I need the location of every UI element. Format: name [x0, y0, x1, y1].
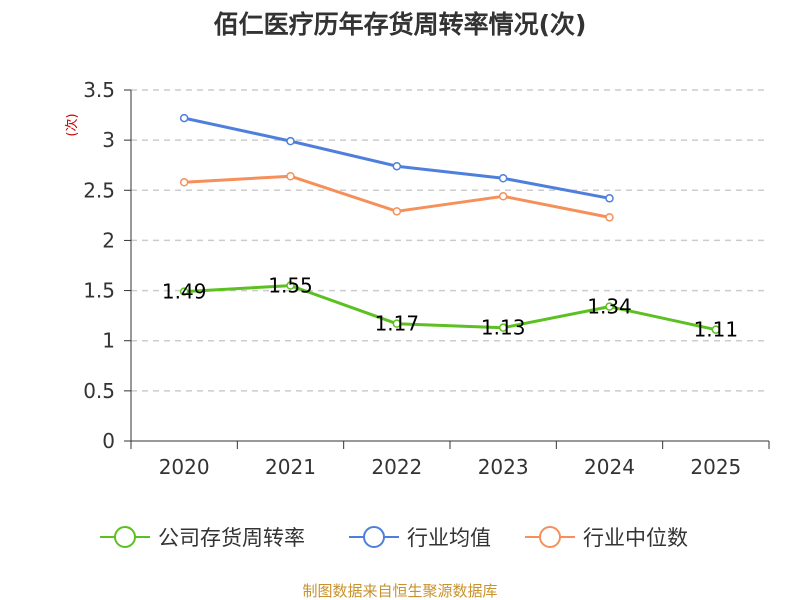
- x-tick-label: 2023: [478, 455, 529, 479]
- legend-marker: [363, 526, 385, 548]
- data-point: [286, 136, 295, 146]
- data-point: [179, 113, 189, 123]
- grid: [131, 89, 769, 392]
- y-tick-label: 2: [102, 228, 115, 252]
- x-tick-label: 2024: [584, 455, 635, 479]
- data-point: [179, 178, 189, 187]
- legend-marker: [114, 526, 136, 548]
- data-point: [605, 194, 614, 203]
- legend-label: 行业均值: [407, 526, 491, 550]
- axes: [124, 89, 770, 449]
- data-point: [179, 287, 189, 296]
- chart-title: 佰仁医疗历年存货周转率情况(次): [214, 10, 587, 39]
- data-label: 1.11: [694, 318, 739, 342]
- data-point: [392, 161, 402, 171]
- x-tick-label: 2022: [371, 455, 422, 479]
- data-point: [605, 213, 614, 222]
- data-label: 1.34: [587, 295, 632, 319]
- legend-label: 行业中位数: [583, 526, 688, 550]
- y-tick-labels: 0 0.5 1 1.5 2 2.5 3 3.5: [83, 78, 115, 453]
- x-tick-label: 2021: [265, 455, 316, 479]
- y-tick-label: 1: [102, 329, 115, 353]
- y-tick-label: 2.5: [83, 178, 115, 202]
- series-group: [179, 113, 721, 334]
- source-note: 制图数据来自恒生聚源数据库: [302, 582, 497, 600]
- x-tick-label: 2025: [690, 455, 741, 479]
- data-point: [498, 323, 508, 332]
- x-tick-label: 2020: [159, 455, 210, 479]
- legend-label: 公司存货周转率: [158, 526, 305, 550]
- data-point: [392, 319, 402, 328]
- data-label: 1.49: [162, 280, 207, 304]
- data-label: 1.55: [268, 274, 313, 298]
- data-point: [711, 325, 721, 334]
- series-line-1: [183, 116, 610, 200]
- legend: 公司存货周转率 行业均值 行业中位数: [100, 526, 688, 550]
- data-label: 1.13: [481, 316, 526, 340]
- y-tick-label: 0.5: [83, 379, 115, 403]
- data-label: 1.17: [375, 312, 420, 336]
- data-point: [498, 174, 508, 183]
- data-point: [498, 192, 508, 201]
- data-point: [286, 171, 295, 181]
- y-tick-label: 0: [102, 429, 115, 453]
- y-tick-label: 1.5: [83, 279, 115, 303]
- data-labels: 1.49 1.55 1.17 1.13 1.34 1.11: [162, 274, 738, 342]
- x-tick-labels: 2020 2021 2022 2023 2024 2025: [159, 455, 742, 479]
- data-point: [605, 302, 614, 311]
- data-point: [392, 207, 402, 216]
- series-line-0: [184, 284, 717, 332]
- y-tick-label: 3.5: [83, 78, 115, 102]
- legend-marker: [539, 526, 561, 548]
- data-point: [286, 281, 295, 290]
- y-axis-label: (次): [64, 113, 80, 136]
- y-tick-label: 3: [102, 128, 115, 152]
